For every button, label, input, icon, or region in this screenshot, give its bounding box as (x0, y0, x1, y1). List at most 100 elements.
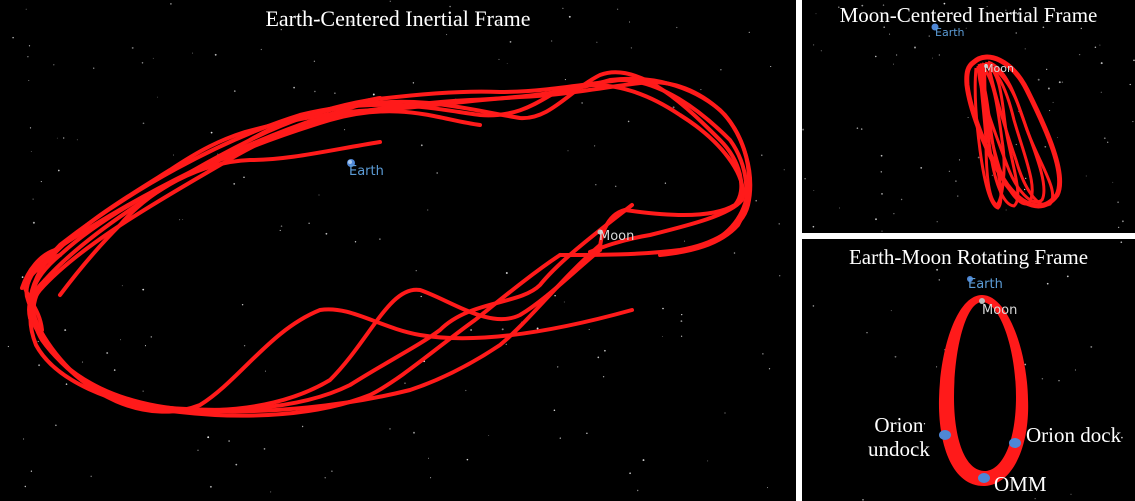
star (243, 176, 245, 178)
star (310, 17, 313, 19)
mci-orbit-ring-5 (986, 60, 1055, 207)
star (986, 6, 988, 8)
star (1015, 32, 1017, 34)
star (120, 339, 121, 341)
star (936, 268, 939, 271)
star (536, 327, 539, 330)
star (815, 13, 817, 15)
star (197, 449, 199, 452)
star (881, 230, 883, 232)
mci-earth-marker (931, 23, 939, 31)
emr-panel-title: Earth-Moon Rotating Frame (848, 245, 1089, 269)
star (779, 275, 781, 277)
star (173, 154, 174, 156)
star (971, 258, 973, 260)
star (420, 144, 423, 147)
star (30, 470, 33, 472)
star (991, 174, 993, 176)
star (594, 145, 596, 147)
star (131, 46, 134, 49)
star (1057, 137, 1059, 138)
eci-orbit-loop-1 (29, 109, 634, 414)
star (865, 17, 867, 20)
star (1099, 44, 1101, 46)
star (627, 120, 630, 123)
star (629, 21, 631, 23)
star (24, 485, 26, 488)
eci-orbit-loop-6 (38, 80, 751, 272)
star (142, 390, 144, 392)
star (264, 370, 266, 372)
star (637, 489, 639, 492)
star (1058, 81, 1061, 84)
star (586, 432, 588, 434)
star (1024, 48, 1026, 50)
star (241, 303, 244, 306)
star (642, 459, 645, 462)
star (214, 53, 217, 56)
star (875, 218, 877, 221)
star (957, 195, 959, 197)
star (860, 128, 863, 130)
star (1024, 363, 1027, 366)
star (1061, 81, 1064, 83)
star (596, 41, 598, 43)
star (1046, 68, 1048, 71)
star (313, 60, 316, 62)
star (113, 369, 116, 371)
star (629, 472, 631, 475)
mci-trajectory (964, 54, 1063, 210)
star (505, 343, 507, 345)
star (314, 90, 316, 93)
star (465, 389, 467, 392)
star (1041, 378, 1044, 380)
star (965, 27, 967, 29)
star (497, 21, 500, 24)
star (900, 198, 903, 201)
eci-starfield (7, 0, 785, 493)
star (1015, 143, 1017, 146)
star (890, 310, 892, 312)
star (243, 345, 246, 347)
star (1025, 177, 1027, 180)
star (672, 106, 675, 109)
star (720, 69, 722, 71)
star (1120, 241, 1123, 244)
mci-earth-label: Earth (935, 26, 965, 39)
star (761, 154, 763, 156)
star (1066, 275, 1069, 278)
star (564, 79, 566, 81)
star (1047, 87, 1050, 90)
star (928, 35, 930, 37)
star (144, 345, 147, 347)
star (588, 328, 590, 331)
star (372, 93, 375, 96)
star (40, 181, 42, 183)
emr-orion-dock-label: Orion dock (1026, 423, 1122, 447)
star (56, 137, 58, 139)
star (7, 345, 10, 348)
star (614, 185, 617, 188)
star (28, 45, 31, 47)
star (501, 328, 504, 331)
star (733, 252, 736, 254)
star (64, 329, 67, 332)
star (866, 332, 868, 334)
star (955, 180, 957, 182)
star (602, 376, 605, 378)
star (923, 423, 926, 425)
star (1052, 101, 1054, 103)
star (157, 96, 159, 98)
star (1005, 9, 1007, 11)
star (943, 2, 946, 5)
star (76, 139, 78, 141)
star (1042, 26, 1045, 29)
star (1080, 27, 1082, 30)
star (207, 436, 210, 439)
star (1107, 141, 1109, 143)
star (354, 241, 357, 243)
star (766, 487, 769, 489)
star (29, 127, 32, 129)
star (260, 48, 262, 51)
star (38, 364, 41, 367)
